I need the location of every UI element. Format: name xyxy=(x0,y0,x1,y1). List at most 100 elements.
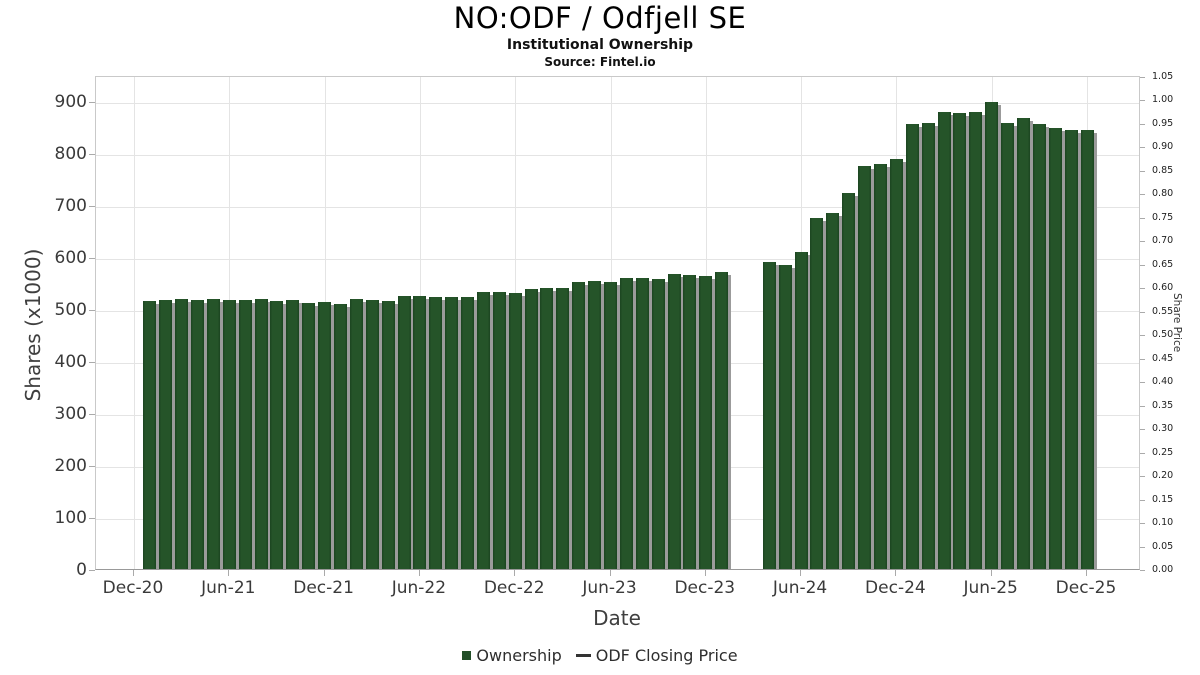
bar-ownership[interactable] xyxy=(461,297,475,569)
bar-ownership[interactable] xyxy=(540,287,554,569)
bar-ownership[interactable] xyxy=(778,264,792,569)
chart-subtitle: Institutional Ownership xyxy=(506,37,694,53)
bar-ownership[interactable] xyxy=(699,276,713,569)
bar-ownership[interactable] xyxy=(889,158,903,569)
bar-ownership[interactable] xyxy=(604,281,617,569)
bar-ownership[interactable] xyxy=(159,300,173,569)
bar-ownership[interactable] xyxy=(985,101,999,569)
bar-ownership[interactable] xyxy=(874,164,888,569)
legend-item-ownership[interactable]: Ownership xyxy=(462,646,562,665)
x-axis-tick-mark xyxy=(990,570,992,576)
y-axis-left-tick-label: 500 xyxy=(54,300,87,320)
x-axis-tick-mark xyxy=(418,570,420,576)
bar-ownership[interactable] xyxy=(1032,124,1046,569)
bar-ownership[interactable] xyxy=(238,300,252,569)
y-axis-right-tick-label: 0.90 xyxy=(1152,141,1174,153)
bar-ownership[interactable] xyxy=(937,111,951,569)
bar-ownership[interactable] xyxy=(492,291,506,569)
bar-ownership[interactable] xyxy=(858,165,872,569)
y-axis-left-tick-mark xyxy=(89,206,95,207)
bar-ownership[interactable] xyxy=(842,192,856,569)
bar-ownership[interactable] xyxy=(953,112,967,569)
y-axis-right-tick-mark xyxy=(1140,77,1145,78)
v-gridline xyxy=(134,77,135,569)
y-axis-right-tick-label: 1.00 xyxy=(1152,94,1174,106)
y-axis-right-tick-label: 0.45 xyxy=(1152,352,1174,364)
y-axis-left-tick-label: 900 xyxy=(54,92,87,112)
bar-ownership[interactable] xyxy=(381,300,395,569)
bar-ownership[interactable] xyxy=(905,124,919,569)
bar-ownership[interactable] xyxy=(746,568,760,569)
y-axis-right-tick-label: 0.55 xyxy=(1152,305,1174,317)
h-gridline xyxy=(96,519,1139,520)
bar-ownership[interactable] xyxy=(715,272,729,569)
bar-ownership[interactable] xyxy=(635,278,649,569)
x-axis-tick-mark xyxy=(704,570,706,576)
y-axis-left-tick-label: 700 xyxy=(54,196,87,216)
bar-ownership[interactable] xyxy=(667,274,681,569)
bar-ownership[interactable] xyxy=(349,298,363,569)
bar-ownership[interactable] xyxy=(762,262,776,569)
x-axis-tick-mark xyxy=(895,570,897,576)
bar-ownership[interactable] xyxy=(969,111,983,569)
bar-ownership[interactable] xyxy=(270,301,284,569)
legend: Ownership ODF Closing Price xyxy=(0,646,1200,665)
x-axis-tick-label: Jun-23 xyxy=(582,578,637,598)
bar-ownership[interactable] xyxy=(476,291,490,569)
bar-ownership[interactable] xyxy=(143,301,157,569)
h-gridline xyxy=(96,467,1139,468)
y-axis-right-tick-label: 0.50 xyxy=(1152,329,1174,341)
bar-ownership[interactable] xyxy=(588,280,602,569)
bar-ownership[interactable] xyxy=(826,213,840,569)
legend-item-closing-price[interactable]: ODF Closing Price xyxy=(575,646,738,665)
bar-ownership[interactable] xyxy=(556,287,570,569)
y-axis-left-tick-label: 100 xyxy=(54,508,87,528)
bar-ownership[interactable] xyxy=(524,289,538,569)
y-axis-right-tick-mark xyxy=(1140,288,1145,290)
bar-ownership[interactable] xyxy=(1016,117,1030,569)
bar-ownership[interactable] xyxy=(1064,130,1078,569)
chart-source: Source: Fintel.io xyxy=(544,55,656,69)
bar-ownership[interactable] xyxy=(413,295,427,569)
y-axis-right-tick-label: 0.85 xyxy=(1152,164,1174,176)
line-swatch-icon xyxy=(575,654,591,657)
x-axis-tick-label: Jun-25 xyxy=(963,578,1018,598)
y-axis-right-tick-mark xyxy=(1140,429,1145,431)
bar-ownership[interactable] xyxy=(1080,130,1094,569)
y-axis-right-tick-label: 0.40 xyxy=(1152,376,1174,388)
h-gridline xyxy=(96,415,1139,416)
bar-ownership[interactable] xyxy=(794,251,808,569)
y-axis-left-tick-mark xyxy=(89,310,95,311)
bar-ownership[interactable] xyxy=(254,299,268,569)
bar-ownership[interactable] xyxy=(365,299,379,569)
y-axis-right-tick-mark xyxy=(1140,523,1145,525)
bar-ownership[interactable] xyxy=(318,302,332,569)
bar-ownership[interactable] xyxy=(651,279,665,569)
bar-ownership[interactable] xyxy=(731,568,745,569)
bar-ownership[interactable] xyxy=(222,300,236,569)
bar-ownership[interactable] xyxy=(683,275,697,569)
bar-ownership[interactable] xyxy=(206,299,220,569)
bar-ownership[interactable] xyxy=(397,295,411,569)
bar-ownership[interactable] xyxy=(445,297,459,569)
bar-ownership[interactable] xyxy=(175,299,189,569)
bar-ownership[interactable] xyxy=(302,303,316,569)
bar-ownership[interactable] xyxy=(921,123,935,569)
y-axis-right-tick-mark xyxy=(1140,335,1145,337)
y-axis-right-tick-label: 0.80 xyxy=(1152,188,1174,200)
bar-ownership[interactable] xyxy=(508,292,522,569)
x-axis-tick-label: Jun-21 xyxy=(201,578,256,598)
bar-ownership[interactable] xyxy=(429,296,443,569)
bar-ownership[interactable] xyxy=(191,299,205,569)
bar-ownership[interactable] xyxy=(619,278,633,569)
bar-ownership[interactable] xyxy=(1048,127,1062,569)
bar-ownership[interactable] xyxy=(810,217,824,569)
y-axis-right-tick-mark xyxy=(1140,311,1145,313)
y-axis-right-tick-label: 0.95 xyxy=(1152,117,1174,129)
y-axis-right-tick-label: 0.30 xyxy=(1152,423,1174,435)
bar-ownership[interactable] xyxy=(286,300,300,569)
bar-ownership[interactable] xyxy=(333,303,347,569)
x-axis-title: Date xyxy=(593,606,641,630)
bar-ownership[interactable] xyxy=(1001,123,1015,569)
bar-ownership[interactable] xyxy=(572,281,586,569)
